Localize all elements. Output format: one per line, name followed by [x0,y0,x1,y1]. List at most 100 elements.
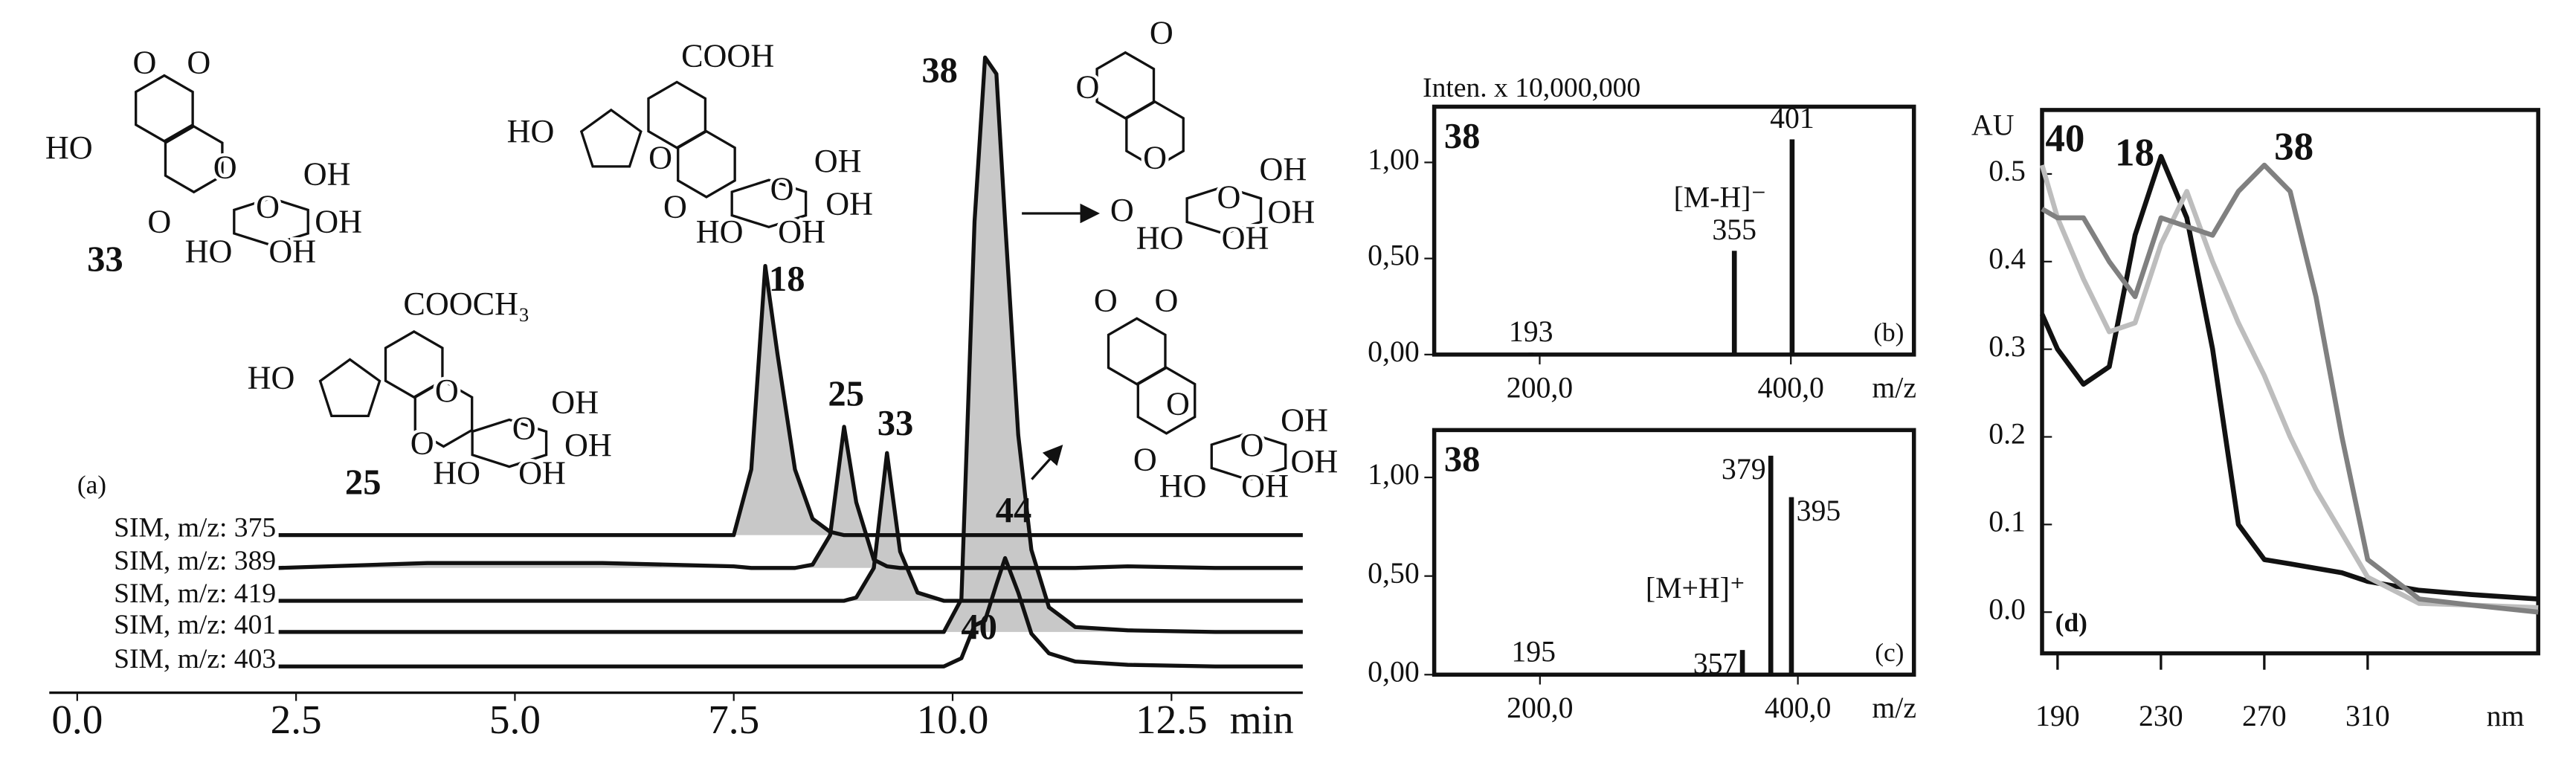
ring-bond [1136,366,1197,435]
peak-mz-label: 401 [1770,102,1815,135]
ring-bond [677,129,736,199]
spectrum-peak [1789,139,1795,355]
x-axis-label: min [1230,697,1294,742]
legend-label: 40 [2045,117,2084,160]
x-tick-label: 10.0 [917,697,989,742]
peak-mz-label: 355 [1712,213,1756,246]
atom-label: OH [825,185,873,222]
peak-label: 44 [996,490,1032,530]
x-axis-label: nm [2487,700,2525,732]
x-axis-label: m/z [1872,692,1916,724]
y-tick-label: 0,50 [1368,239,1420,272]
atom-label: O [1166,386,1190,422]
atom-label: OH [551,384,599,420]
y-tick-label: 0.4 [1989,242,2026,275]
peak-mz-label: 357 [1693,647,1738,680]
ring-bond [135,74,194,143]
uv-trace [2039,164,2539,610]
atom-label: OH [303,156,351,193]
y-tick-label: 1,00 [1368,458,1420,491]
spectrum-peak [1739,650,1745,675]
spectrum-peak [1768,455,1774,675]
peak-mz-label: 395 [1797,494,1841,527]
atom-label: O [1240,427,1263,463]
atom-label: O [1133,442,1157,478]
atom-label: COOCH₃ [403,286,529,322]
atom-label: O [770,170,794,207]
atom-label: O [663,189,687,225]
uv-trace [2041,162,2539,615]
atom-label: OH [1241,468,1289,504]
atom-label: O [147,204,171,240]
peak-label: 18 [769,259,805,299]
arrow [1031,444,1063,480]
panel-label: (d) [2055,608,2087,637]
atom-label: O [1143,139,1167,175]
atom-label: COOH [681,38,774,74]
ring-bond [579,108,643,168]
ion-annotation: [M+H]⁺ [1646,572,1745,605]
atom-label: HO [248,359,295,396]
x-tick-label: 270 [2242,700,2287,732]
spectrum-peak [1530,672,1536,675]
y-tick-label: 0.5 [1989,155,2026,187]
spectrum-peak [1731,251,1737,355]
x-tick-label: 190 [2035,700,2080,732]
atom-label: O [187,44,210,80]
y-axis-label: AU [1971,109,2014,141]
ring-bond [1125,100,1185,170]
x-tick-label: 400,0 [1765,692,1831,724]
atom-label: O [648,139,672,175]
compound-label: 25 [345,463,381,503]
sugar-ring [233,196,309,247]
y-tick-label: 0.3 [1989,330,2026,363]
y-tick-label: 1,00 [1368,144,1420,176]
atom-label: O [132,44,156,80]
atom-label: OH [268,233,316,269]
y-tick-label: 0,00 [1368,655,1420,688]
sugar-ring [730,178,808,229]
ring-bond [413,379,474,448]
sugar-ring [471,418,548,468]
atom-label: HO [696,213,744,250]
spectrum-peak [1788,497,1794,675]
atom-label: OH [1268,193,1316,230]
peak-area [278,265,1303,535]
atom-label: O [256,189,280,225]
atom-label: O [1110,192,1134,228]
atom-label: O [512,410,536,447]
atom-label: OH [1259,151,1307,187]
trace [278,263,1303,538]
x-tick-label: 230 [2139,700,2183,732]
atom-label: O [213,149,237,186]
atom-label: OH [1290,443,1338,480]
compound-label: 38 [1444,116,1481,156]
x-axis-label: m/z [1872,372,1916,405]
x-tick-label: 200,0 [1507,372,1573,405]
peak-label: 40 [961,607,997,647]
peak-label: 38 [921,51,958,91]
atom-label: O [1217,178,1241,215]
chart-title: Inten. x 10,000,000 [1423,73,1640,103]
atom-label: O [1094,283,1118,319]
peak-label: 25 [828,373,864,413]
atom-label: O [410,425,434,462]
y-tick-label: 0.2 [1989,418,2026,451]
legend-label: 18 [2115,132,2154,175]
x-tick-label: 5.0 [489,697,541,742]
sugar-ring [1210,431,1287,482]
atom-label: HO [433,454,480,491]
trace [278,555,1303,668]
plot-frame [2040,108,2540,656]
trace-label: SIM, m/z: 419 [114,579,276,609]
atom-label: HO [185,233,233,269]
atom-label: HO [45,129,93,166]
atom-label: OH [518,454,566,491]
panel-label: (a) [77,471,106,500]
trace-label: SIM, m/z: 401 [114,610,276,640]
atom-label: O [1155,283,1179,319]
spectrum-peak [1528,352,1533,355]
ring-bond [318,358,381,418]
atom-label: O [1076,69,1100,106]
